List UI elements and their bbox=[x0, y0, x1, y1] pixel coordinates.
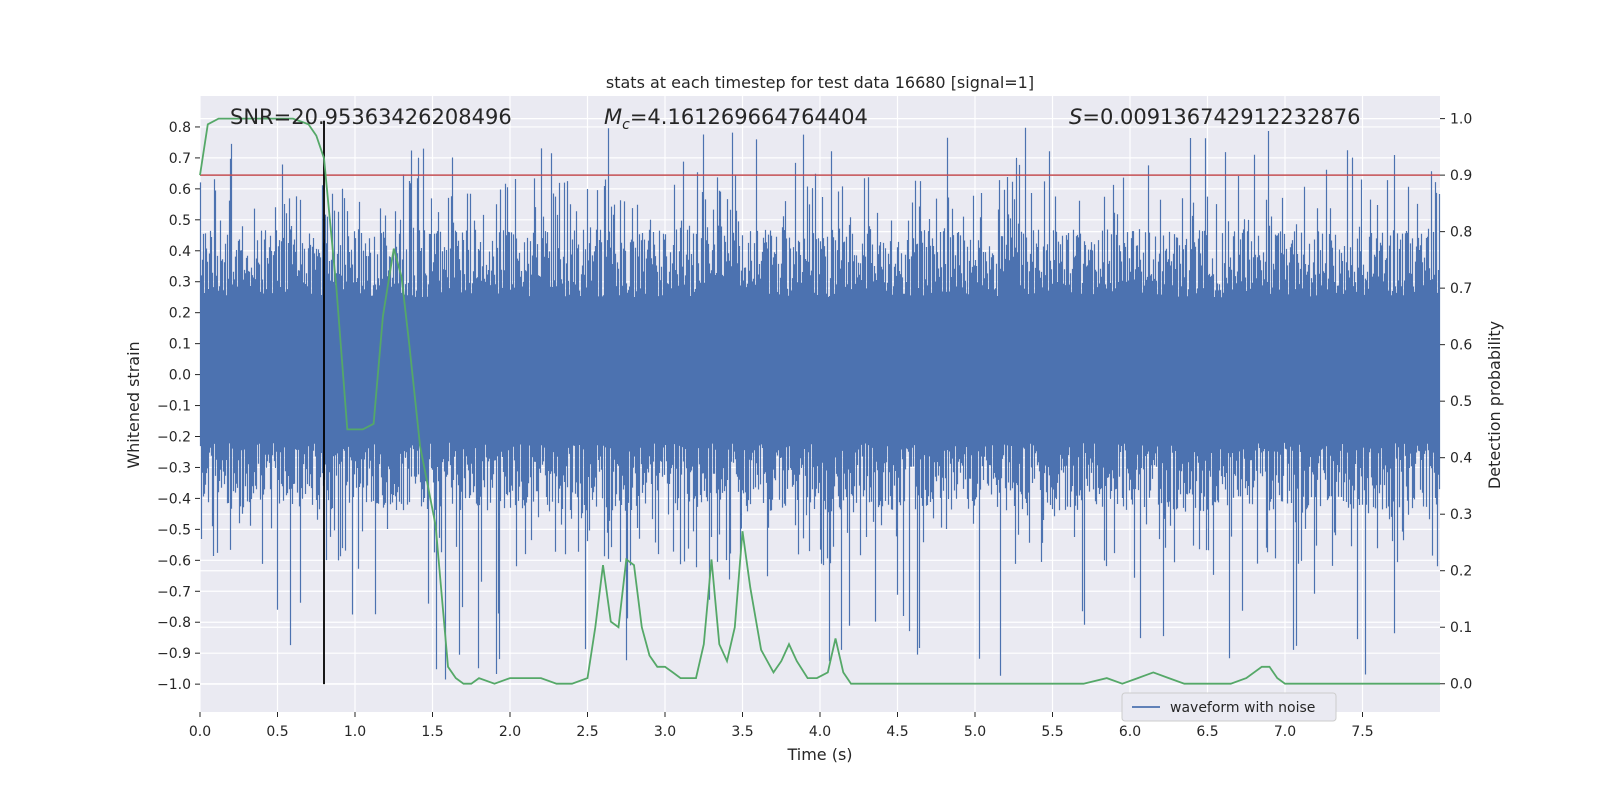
y-axis-right-label: Detection probability bbox=[1485, 321, 1504, 489]
x-tick-label: 4.0 bbox=[809, 724, 831, 740]
snr-annotation: SNR=20.95363426208496 bbox=[230, 105, 512, 129]
s-symbol: S bbox=[1069, 105, 1082, 129]
x-tick-label: 4.5 bbox=[886, 724, 908, 740]
y-tick-label: 0.0 bbox=[169, 368, 191, 384]
x-tick-label: 2.0 bbox=[499, 724, 521, 740]
y-tick-label: −0.5 bbox=[157, 522, 191, 538]
y-right-tick-label: 0.0 bbox=[1450, 677, 1472, 693]
x-tick-label: 6.5 bbox=[1196, 724, 1218, 740]
x-tick-label: 2.5 bbox=[576, 724, 598, 740]
legend-label: waveform with noise bbox=[1170, 700, 1315, 716]
detection-probability-line bbox=[199, 117, 1440, 685]
y-right-tick-label: 0.3 bbox=[1450, 507, 1472, 523]
legend-box bbox=[1121, 692, 1337, 722]
x-tick-label: 0.0 bbox=[189, 724, 211, 740]
y-right-tick-label: 0.7 bbox=[1450, 281, 1472, 297]
s-value: =0.009136742912232876 bbox=[1082, 105, 1360, 129]
x-tick-label: 5.5 bbox=[1041, 724, 1063, 740]
mc-symbol: M bbox=[604, 105, 622, 129]
y-tick-label: −0.3 bbox=[157, 460, 191, 476]
y-tick-label: 0.4 bbox=[169, 244, 191, 260]
x-tick-label: 5.0 bbox=[964, 724, 986, 740]
y-tick-label: −0.2 bbox=[157, 430, 191, 446]
y-tick-label: 0.3 bbox=[169, 275, 191, 291]
y-tick-label: −0.4 bbox=[157, 491, 191, 507]
strain-waveform bbox=[199, 127, 1441, 680]
overlays bbox=[199, 117, 1440, 685]
y-tick-label: −0.1 bbox=[157, 399, 191, 415]
x-tick-label: 3.5 bbox=[731, 724, 753, 740]
mc-value: =4.161269664764404 bbox=[630, 105, 868, 129]
y-right-tick-label: 0.2 bbox=[1450, 564, 1472, 580]
chart-title: stats at each timestep for test data 166… bbox=[606, 73, 1034, 92]
x-tick-label: 0.5 bbox=[266, 724, 288, 740]
y-tick-label: −0.8 bbox=[157, 615, 191, 631]
s-annotation: S=0.009136742912232876 bbox=[1069, 105, 1360, 129]
x-tick-label: 1.0 bbox=[344, 724, 366, 740]
y-right-tick-label: 1.0 bbox=[1450, 112, 1472, 128]
y-tick-label: 0.2 bbox=[169, 306, 191, 322]
y-axis-label: Whitened strain bbox=[124, 341, 143, 468]
y-right-tick-label: 0.6 bbox=[1450, 338, 1472, 354]
y-right-tick-label: 0.9 bbox=[1450, 168, 1472, 184]
ticks: 0.0 0.5 1.0 1.5 2.0 2.5 3.0 3.5 4.0 4.5 5.0 5.5 6.0 6… bbox=[157, 112, 1472, 740]
x-tick-label: 7.5 bbox=[1351, 724, 1373, 740]
strain-series bbox=[199, 127, 1441, 680]
y-tick-label: 0.5 bbox=[169, 213, 191, 229]
y-tick-label: 0.1 bbox=[169, 337, 191, 353]
x-tick-label: 3.0 bbox=[654, 724, 676, 740]
x-axis-label: Time (s) bbox=[786, 745, 852, 764]
y-tick-label: −1.0 bbox=[157, 677, 191, 693]
mc-subscript: c bbox=[622, 117, 630, 133]
y-right-tick-label: 0.1 bbox=[1450, 620, 1472, 636]
y-right-tick-label: 0.8 bbox=[1450, 225, 1472, 241]
y-tick-label: −0.7 bbox=[157, 584, 191, 600]
y-tick-label: −0.9 bbox=[157, 646, 191, 662]
y-right-tick-label: 0.5 bbox=[1450, 394, 1472, 410]
y-tick-label: 0.7 bbox=[169, 151, 191, 167]
x-tick-label: 6.0 bbox=[1119, 724, 1141, 740]
y-tick-label: −0.6 bbox=[157, 553, 191, 569]
x-tick-label: 7.0 bbox=[1274, 724, 1296, 740]
y-right-tick-label: 0.4 bbox=[1450, 451, 1472, 467]
y-tick-label: 0.8 bbox=[169, 120, 191, 136]
legend: waveform with noise bbox=[1121, 692, 1337, 722]
mc-annotation: Mc=4.161269664764404 bbox=[604, 105, 868, 133]
y-tick-label: 0.6 bbox=[169, 182, 191, 198]
x-tick-label: 1.5 bbox=[421, 724, 443, 740]
